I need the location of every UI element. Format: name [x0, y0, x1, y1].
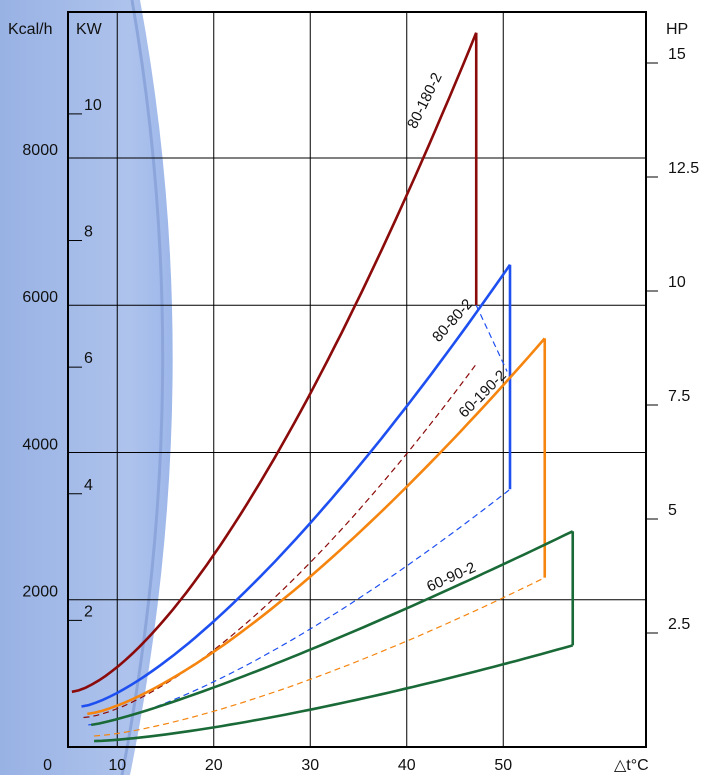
- background-blue-shape: [0, 0, 173, 775]
- series-label-60-190-2: 60-190-2: [455, 367, 509, 421]
- x-tick-label-50: 50: [494, 757, 512, 774]
- axis-label-hp: HP: [666, 21, 688, 38]
- axis-ticks: 10 20 30 40 50 0 2000 4000 6000 8000 2 4 6 8 10 2.5 5 7.5…: [22, 46, 699, 774]
- kcal-tick-label-8000: 8000: [22, 142, 58, 159]
- kw-tick-label-6: 6: [84, 350, 93, 367]
- series-60-90-2-lower-curve: [94, 644, 574, 743]
- series-80-80-2-upper-curve: [81, 263, 512, 708]
- series-60-190-2-upper-curve: [87, 337, 546, 716]
- series-60-190-2-lower-dashed: [94, 577, 545, 737]
- kcal-tick-label-0: 0: [43, 757, 52, 774]
- series-80-80-2-extra-dashed: [475, 304, 508, 372]
- axis-label-kcal: Kcal/h: [8, 21, 52, 38]
- axis-label-kw: KW: [76, 21, 103, 38]
- hp-tick-label-10: 10: [668, 274, 686, 291]
- series-80-180-2-upper-curve: [71, 32, 478, 694]
- kcal-tick-label-2000: 2000: [22, 584, 58, 601]
- kw-tick-label-2: 2: [84, 603, 93, 620]
- x-tick-label-40: 40: [398, 757, 416, 774]
- background-blue-edge: [120, 0, 165, 775]
- axis-label-x: △t°C: [614, 757, 649, 774]
- x-tick-label-20: 20: [205, 757, 223, 774]
- x-tick-label-30: 30: [301, 757, 319, 774]
- series-60-90-2-upper-curve: [90, 530, 574, 727]
- kw-tick-label-8: 8: [84, 224, 93, 241]
- kcal-tick-label-6000: 6000: [22, 289, 58, 306]
- series-80-180-2-lower-dashed: [83, 363, 477, 719]
- hp-tick-label-15: 15: [668, 46, 686, 63]
- hp-tick-label-2.5: 2.5: [668, 616, 690, 633]
- hp-tick-label-12.5: 12.5: [668, 160, 699, 177]
- grid: [68, 12, 646, 747]
- kw-tick-label-4: 4: [84, 477, 93, 494]
- plot-frame: [67, 11, 647, 748]
- hp-tick-label-5: 5: [668, 502, 677, 519]
- kw-tick-label-10: 10: [84, 97, 102, 114]
- kcal-tick-label-4000: 4000: [22, 436, 58, 453]
- hp-tick-label-7.5: 7.5: [668, 388, 690, 405]
- series-label-60-90-2: 60-90-2: [424, 559, 478, 596]
- series-lines: [71, 32, 575, 743]
- x-tick-label-10: 10: [108, 757, 126, 774]
- series-labels: 80-180-280-80-260-190-260-90-2: [404, 70, 510, 596]
